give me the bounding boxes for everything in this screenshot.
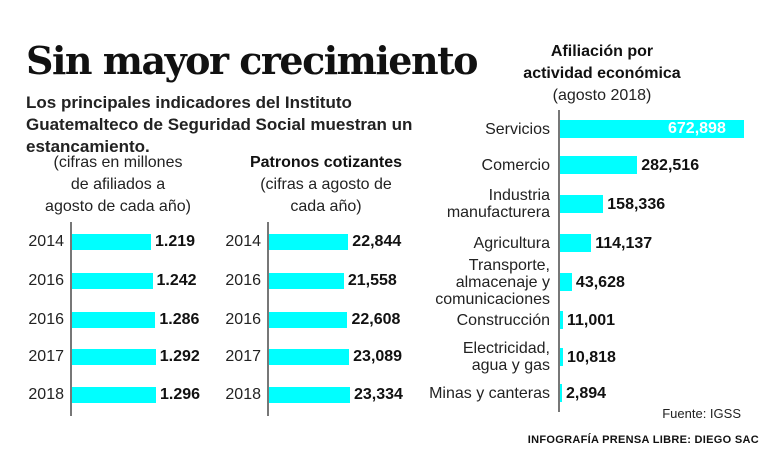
chart-patronos-bar — [269, 312, 348, 328]
chart-patronos-bar — [269, 234, 349, 250]
chart-actividad-value-label: 114,137 — [595, 235, 653, 252]
chart-actividad-category-label: Construcción — [398, 312, 550, 329]
chart-actividad-axis — [558, 110, 560, 412]
category-label-line: comunicaciones — [435, 290, 550, 308]
chart-afiliados-axis — [70, 222, 72, 416]
chart-actividad-bar — [560, 348, 563, 366]
category-label-line: almacenaje y — [455, 273, 550, 291]
chart-patronos-subtitle: cada año) — [290, 198, 362, 215]
chart-afiliados-bar — [72, 312, 156, 328]
chart-patronos-bar — [269, 387, 350, 403]
chart-patronos-year-label: 2017 — [225, 348, 261, 365]
category-label-line: Servicios — [485, 120, 550, 138]
chart-actividad-category-label: Minas y canteras — [398, 385, 550, 402]
category-label-line: Minas y canteras — [429, 384, 550, 402]
chart-patronos-value-label: 23,334 — [354, 386, 403, 403]
chart-patronos-year-label: 2018 — [225, 386, 261, 403]
chart-patronos-subtitle: (cifras a agosto de — [260, 176, 392, 193]
chart-patronos-title: Patronos cotizantes — [249, 154, 403, 171]
chart-actividad-category-label: Transporte, almacenaje y comunicaciones — [398, 257, 550, 308]
category-label-line: Construcción — [456, 311, 550, 329]
credit: INFOGRAFÍA PRENSA LIBRE: DIEGO SAC — [527, 434, 759, 446]
subtitle: Los principales indicadores del Institut… — [26, 93, 413, 156]
category-label-line: agua y gas — [471, 357, 550, 374]
chart-actividad-header: Afiliación por actividad económica (agosto… — [482, 41, 722, 107]
chart-actividad-category-label: Servicios — [398, 121, 550, 138]
chart-actividad-category-label: Agricultura — [398, 235, 550, 252]
chart-actividad-bar — [560, 156, 638, 174]
chart-patronos-year-label: 2016 — [225, 311, 261, 328]
chart-actividad-bar — [560, 273, 572, 291]
chart-afiliados-year-label: 2016 — [28, 311, 64, 328]
chart-patronos-value-label: 21,558 — [347, 272, 397, 289]
chart-afiliados-year-label: 2014 — [28, 233, 64, 250]
category-label-line: Comercio — [481, 156, 550, 174]
chart-afiliados-header: (cifras en millones de afiliados a agosto … — [0, 152, 238, 218]
chart-actividad-bar — [560, 311, 563, 329]
chart-patronos-value-label: 22,844 — [352, 233, 402, 250]
chart-patronos-value-label: 23,089 — [353, 348, 403, 365]
chart-afiliados-year-label: 2018 — [28, 386, 64, 403]
chart-patronos-year-label: 2014 — [225, 233, 261, 250]
chart-actividad-value-label: 2,894 — [566, 385, 607, 402]
chart-afiliados-bar — [72, 234, 151, 250]
chart-afiliados-bar — [72, 349, 156, 365]
chart-afiliados-value-label: 1.219 — [155, 233, 196, 250]
chart-patronos-bar — [269, 273, 344, 289]
chart-afiliados-value-label: 1.242 — [156, 272, 197, 289]
chart-actividad-value-label: 282,516 — [641, 157, 700, 174]
chart-actividad-category-label: Electricidad, agua y gas — [398, 340, 550, 374]
chart-afiliados-subtitle: de afiliados a — [70, 176, 166, 193]
chart-afiliados-value-label: 1.292 — [159, 348, 200, 365]
category-label-line: Electricidad, — [462, 340, 550, 357]
page-title: Sin mayor crecimiento — [26, 38, 479, 83]
chart-afiliados-bar — [72, 387, 156, 403]
chart-patronos-year-label: 2016 — [225, 272, 261, 289]
chart-patronos-bar — [269, 349, 350, 365]
chart-actividad-bar — [560, 120, 744, 138]
chart-patronos-axis — [267, 222, 269, 416]
chart-actividad-subtitle: (agosto 2018) — [552, 87, 652, 104]
chart-afiliados-bar — [72, 273, 153, 289]
source-note: Fuente: IGSS — [662, 406, 741, 421]
category-label-line: manufacturera — [446, 204, 550, 221]
category-label-line: Agricultura — [473, 234, 550, 252]
chart-afiliados-value-label: 1.286 — [159, 311, 200, 328]
category-label-line: Transporte, — [468, 256, 550, 274]
category-label-line: Industria — [488, 187, 550, 204]
chart-actividad-bar — [560, 234, 592, 252]
chart-patronos-header: Patronos cotizantes (cifras a agosto de ca… — [206, 152, 446, 218]
chart-actividad-bar — [560, 384, 562, 402]
chart-actividad-value-label: 10,818 — [566, 349, 616, 366]
chart-actividad-title: actividad económica — [523, 65, 681, 82]
chart-actividad-bar — [560, 195, 604, 213]
chart-actividad-value-label: 158,336 — [607, 196, 666, 213]
chart-afiliados-subtitle: agosto de cada año) — [45, 198, 191, 215]
chart-actividad-category-label: Comercio — [398, 157, 550, 174]
chart-afiliados-value-label: 1.296 — [160, 386, 201, 403]
chart-actividad-value-label: 672,898 — [668, 120, 726, 137]
chart-actividad-title: Afiliación por — [550, 43, 654, 60]
chart-actividad-value-label: 11,001 — [567, 312, 616, 329]
chart-patronos-value-label: 22,608 — [351, 311, 401, 328]
chart-afiliados-year-label: 2017 — [28, 348, 64, 365]
chart-actividad-category-label: Industria manufacturera — [398, 187, 550, 221]
chart-afiliados-year-label: 2016 — [28, 272, 64, 289]
chart-afiliados-subtitle: (cifras en millones — [53, 154, 183, 171]
chart-actividad-value-label: 43,628 — [575, 274, 625, 291]
